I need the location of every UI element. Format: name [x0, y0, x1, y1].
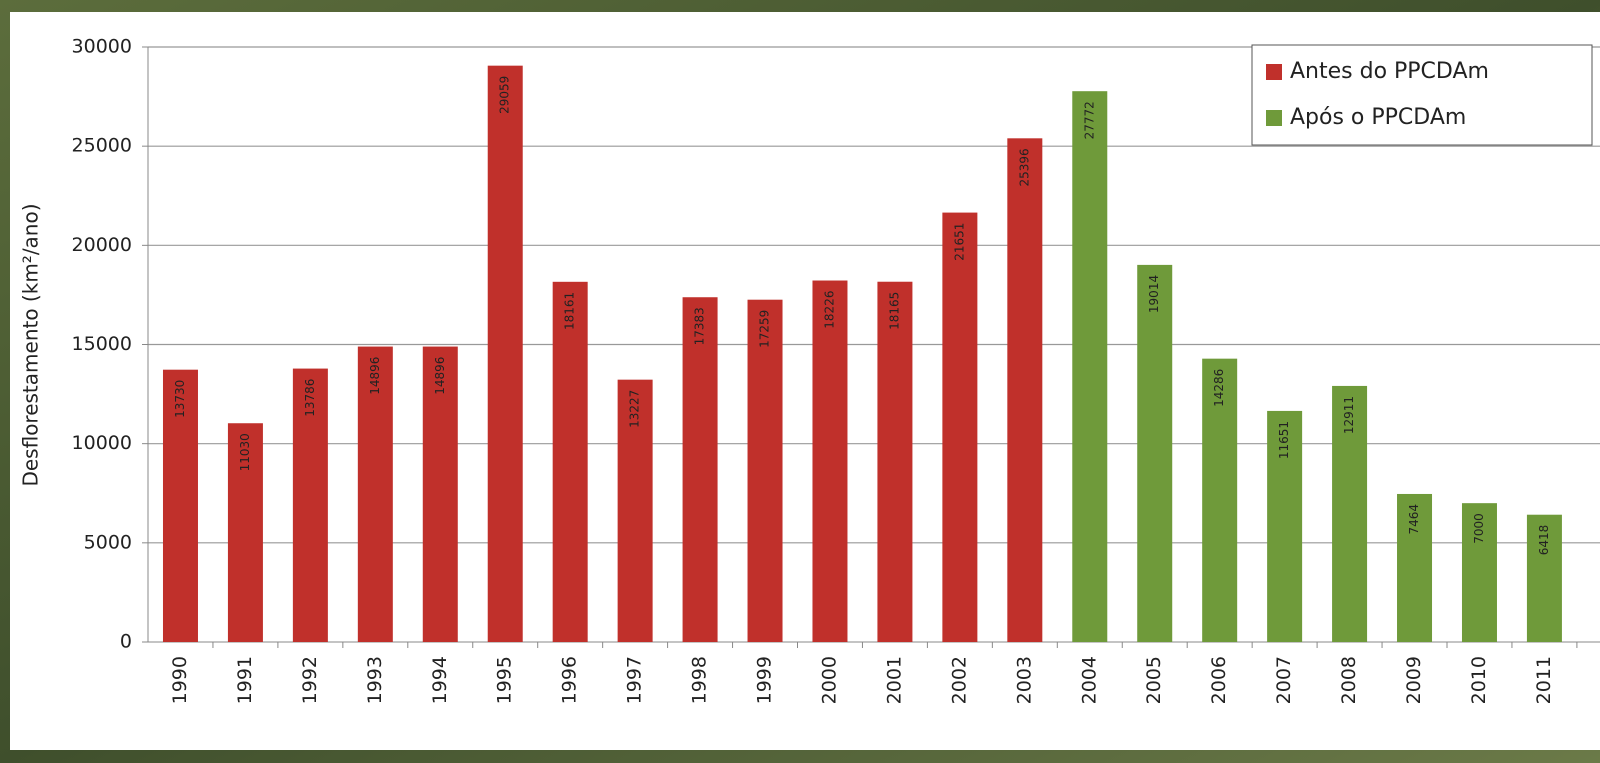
x-tick-label: 1998 — [689, 656, 711, 704]
bar — [682, 297, 718, 642]
bar — [1072, 91, 1108, 643]
x-tick-label: 1994 — [429, 656, 451, 704]
y-tick-label: 25000 — [72, 135, 132, 157]
y-tick-label: 30000 — [72, 36, 132, 58]
x-tick-label: 1997 — [624, 656, 646, 704]
x-tick-label: 2009 — [1403, 656, 1425, 704]
y-tick-label: 20000 — [72, 234, 132, 256]
x-tick-label: 2008 — [1338, 656, 1360, 704]
bar — [617, 379, 653, 642]
x-tick-label: 2010 — [1468, 656, 1490, 704]
data-label: 18226 — [822, 291, 836, 329]
bar — [227, 423, 263, 642]
bar — [1526, 514, 1562, 642]
data-label: 7000 — [1472, 513, 1486, 544]
data-label: 27772 — [1082, 101, 1096, 139]
data-label: 13227 — [628, 390, 642, 428]
data-label: 14286 — [1212, 369, 1226, 407]
bar — [1137, 264, 1173, 642]
bar — [552, 281, 588, 642]
data-label: 13786 — [303, 379, 317, 417]
legend-label: Antes do PPCDAm — [1290, 59, 1489, 84]
bar — [1267, 410, 1303, 642]
bar — [812, 280, 848, 642]
data-label: 7464 — [1407, 504, 1421, 535]
x-tick-label: 1996 — [559, 656, 581, 704]
bar — [1397, 493, 1433, 642]
bar — [292, 368, 328, 642]
y-tick-label: 15000 — [72, 333, 132, 355]
data-label: 12911 — [1342, 396, 1356, 434]
x-tick-label: 2003 — [1013, 656, 1035, 704]
bar — [357, 346, 393, 642]
y-tick-label: 5000 — [84, 531, 132, 553]
data-label: 6418 — [1537, 525, 1551, 556]
bar — [942, 212, 978, 642]
y-tick-label: 0 — [120, 631, 132, 653]
legend-box — [1251, 44, 1593, 146]
x-tick-label: 1991 — [234, 656, 256, 704]
x-tick-label: 2002 — [948, 656, 970, 704]
data-label: 11030 — [238, 433, 252, 471]
x-tick-label: 2011 — [1533, 656, 1555, 704]
data-label: 17259 — [758, 310, 772, 348]
data-label: 21651 — [952, 223, 966, 261]
legend-swatch — [1266, 64, 1282, 80]
bar — [1461, 503, 1497, 642]
x-tick-label: 2005 — [1143, 656, 1165, 704]
x-tick-label: 1990 — [169, 656, 191, 704]
data-label: 18165 — [887, 292, 901, 330]
bar — [1332, 385, 1368, 642]
bar — [1202, 358, 1238, 642]
x-tick-label: 2000 — [818, 656, 840, 704]
y-tick-label: 10000 — [72, 432, 132, 454]
data-label: 25396 — [1017, 148, 1031, 186]
bar — [747, 299, 783, 642]
x-tick-label: 1999 — [754, 656, 776, 704]
bar — [162, 369, 198, 642]
x-tick-label: 2004 — [1078, 656, 1100, 704]
legend-label: Após o PPCDAm — [1290, 105, 1466, 130]
data-label: 19014 — [1147, 275, 1161, 313]
x-tick-label: 2007 — [1273, 656, 1295, 704]
bar — [877, 281, 913, 642]
legend-swatch — [1266, 110, 1282, 126]
x-tick-label: 1992 — [299, 656, 321, 704]
data-label: 29059 — [498, 76, 512, 114]
data-label: 13730 — [173, 380, 187, 418]
data-label: 14896 — [368, 357, 382, 395]
x-tick-label: 1993 — [364, 656, 386, 704]
x-tick-label: 2006 — [1208, 656, 1230, 704]
x-tick-label: 2001 — [883, 656, 905, 704]
data-label: 14896 — [433, 357, 447, 395]
data-label: 17383 — [693, 307, 707, 345]
y-axis-title: Desflorestamento (km²/ano) — [19, 203, 43, 486]
bar — [1007, 138, 1043, 642]
bar — [487, 65, 523, 643]
x-tick-label: 1995 — [494, 656, 516, 704]
data-label: 18161 — [563, 292, 577, 330]
data-label: 11651 — [1277, 421, 1291, 459]
bar — [422, 346, 458, 642]
